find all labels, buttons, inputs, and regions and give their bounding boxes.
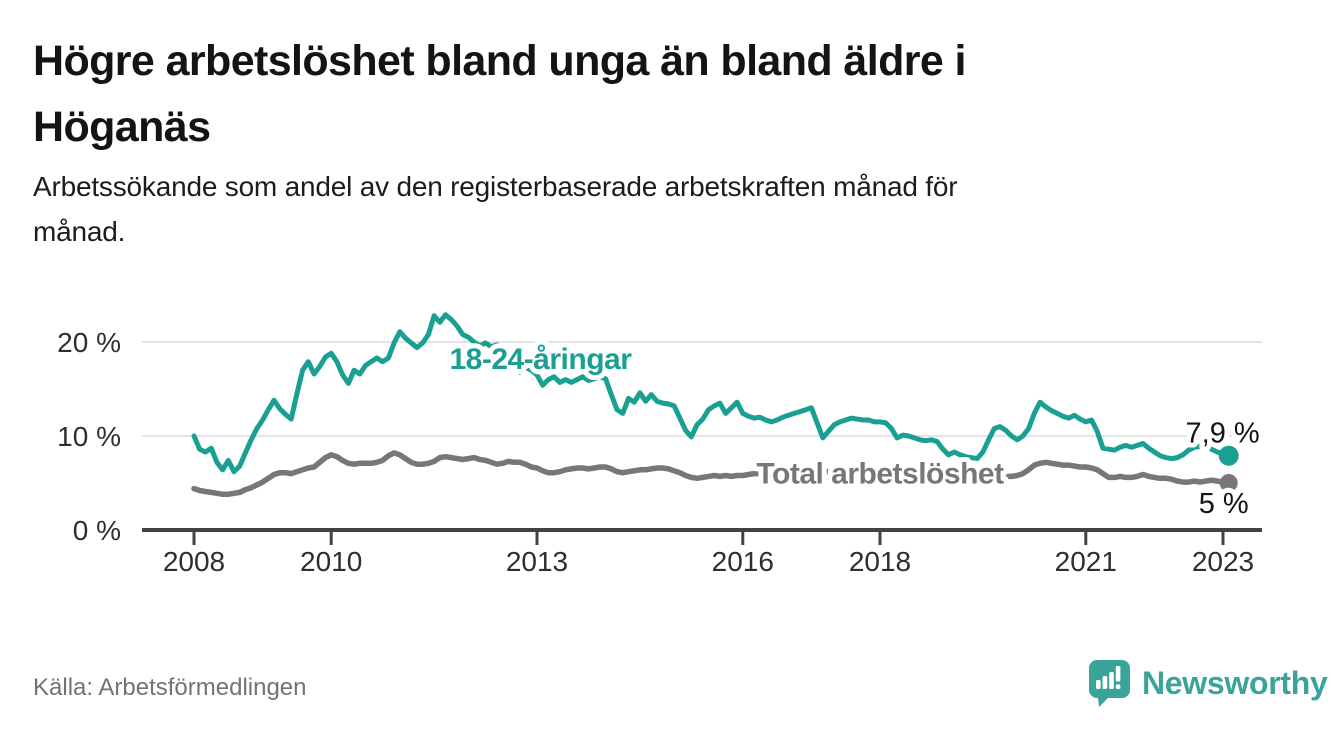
series-end-dot-total [1219, 474, 1238, 492]
chart-subtitle: Arbetssökande som andel av den registerb… [33, 164, 958, 254]
series-end-dot-youth [1218, 445, 1239, 466]
x-axis-label: 2021 [1055, 546, 1117, 577]
series-label-youth: 18-24-åringar [449, 343, 632, 376]
x-axis-label: 2023 [1192, 546, 1254, 577]
page-title-line-1: Högre arbetslöshet bland unga än bland ä… [33, 37, 966, 85]
series-label-total: Total arbetslöshet [756, 458, 1004, 491]
series-end-label-youth: 7,9 % [1186, 418, 1260, 450]
x-axis-label: 2010 [300, 546, 362, 577]
x-axis-label: 2016 [712, 546, 774, 577]
y-axis-label: 10 % [57, 421, 121, 452]
chart-subtitle-line-1: Arbetssökande som andel av den registerb… [33, 171, 958, 202]
series-line-total [191, 450, 1232, 498]
newsworthy-wordmark: Newsworthy [1142, 664, 1328, 701]
page-title: Högre arbetslöshet bland unga än bland ä… [33, 28, 966, 160]
chart-subtitle-line-2: månad. [33, 216, 126, 247]
source-label: Källa: Arbetsförmedlingen [33, 674, 307, 701]
x-axis-label: 2008 [163, 546, 225, 577]
x-axis-label: 2018 [849, 546, 911, 577]
page-title-line-2: Höganäs [33, 103, 211, 151]
y-axis-label: 20 % [57, 327, 121, 358]
y-axis-label: 0 % [73, 515, 121, 546]
newsworthy-bubble-barchart-icon [1089, 660, 1130, 707]
x-axis-label: 2013 [506, 546, 568, 577]
series-end-label-total: 5 % [1199, 488, 1249, 520]
newsworthy-logo: Newsworthy [1086, 658, 1328, 708]
series-line-youth [191, 312, 1232, 475]
